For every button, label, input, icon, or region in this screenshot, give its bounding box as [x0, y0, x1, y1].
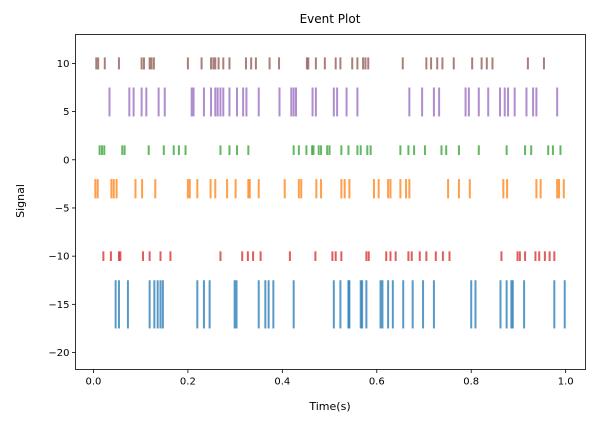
y-tick-label: −20 — [48, 348, 69, 359]
y-tick-label: −5 — [55, 203, 70, 214]
y-tick-label: 5 — [63, 107, 69, 118]
y-axis: 10 5 0 −5 −10 −15 −20 — [48, 59, 76, 359]
x-tick-label: 1.0 — [558, 377, 574, 388]
event-series-4 — [108, 87, 559, 117]
x-tick-label: 0.8 — [463, 377, 479, 388]
event-series-2 — [94, 179, 565, 199]
y-axis-label: Signal — [14, 184, 27, 218]
chart-title: Event Plot — [300, 12, 361, 26]
x-tick-label: 0.2 — [180, 377, 196, 388]
x-tick-label: 0.6 — [369, 377, 385, 388]
y-tick-label: −15 — [48, 300, 69, 311]
x-tick-label: 0.0 — [85, 377, 101, 388]
x-tick-label: 0.4 — [274, 377, 290, 388]
event-series-1 — [102, 251, 556, 261]
y-tick-label: −10 — [48, 252, 69, 263]
x-axis-label: Time(s) — [308, 400, 350, 413]
event-series-3 — [98, 145, 562, 155]
plot-frame — [75, 34, 586, 370]
x-axis: 0.0 0.2 0.4 0.6 0.8 1.0 — [85, 369, 574, 388]
event-series-5 — [95, 57, 545, 70]
event-marks — [94, 57, 566, 329]
y-tick-label: 0 — [63, 155, 69, 166]
event-series-0 — [114, 280, 566, 329]
y-tick-label: 10 — [57, 59, 70, 70]
